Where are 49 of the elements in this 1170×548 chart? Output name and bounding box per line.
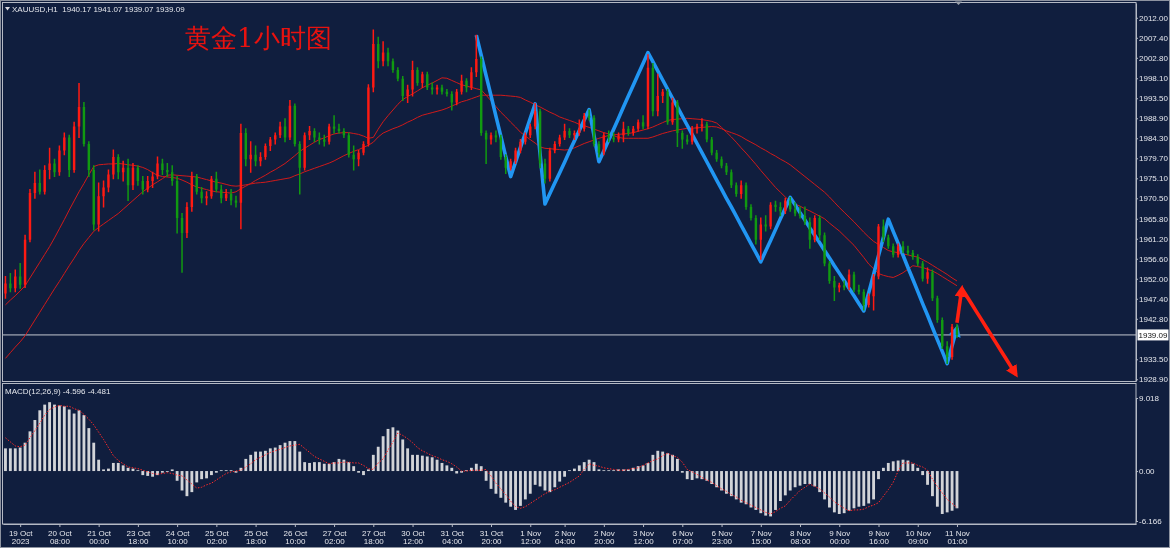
y-tick-label: 1947.40 — [1139, 294, 1169, 304]
x-tick-label: 1 Nov 12:00 — [520, 529, 542, 547]
x-tick-label: 25 Oct 02:00 — [205, 529, 230, 547]
y-tick-label: 0.00 — [1139, 467, 1156, 477]
x-tick-label: 26 Oct 10:00 — [283, 529, 308, 547]
x-tick-label: 3 Nov 12:00 — [633, 529, 655, 547]
y-tick-label: 1993.50 — [1139, 94, 1169, 104]
y-tick-label: 1952.00 — [1139, 274, 1169, 284]
x-tick-label: 6 Nov 07:00 — [672, 529, 694, 547]
y-tick-label: 1928.90 — [1139, 375, 1169, 385]
x-tick-label: 2 Nov 20:00 — [593, 529, 615, 547]
x-tick-label: 24 Oct 10:00 — [165, 529, 191, 547]
y-tick-label: 9.018 — [1139, 394, 1160, 404]
y-tick-label: 2007.40 — [1139, 33, 1169, 43]
x-tick-label: 9 Nov 00:00 — [829, 529, 851, 547]
x-tick-label: 25 Oct 18:00 — [244, 529, 269, 547]
x-tick-label: 23 Oct 18:00 — [126, 529, 151, 547]
x-tick-label: 27 Oct 02:00 — [322, 529, 348, 547]
y-tick-label: 1988.90 — [1139, 114, 1169, 124]
y-tick-label: 1942.80 — [1139, 314, 1169, 324]
y-tick-label: 1961.20 — [1139, 234, 1169, 244]
x-tick-label: 20 Oct 08:00 — [48, 529, 73, 547]
x-tick-label: 6 Nov 23:00 — [711, 529, 733, 547]
chart-title: MACD(12,26,9) -4.596 -4.481 — [5, 386, 111, 396]
y-tick-label: 1998.10 — [1139, 74, 1169, 84]
x-tick-label: 11 Nov 01:00 — [945, 529, 970, 547]
x-tick-label: 19 Oct 2023 — [8, 529, 34, 547]
y-tick-label: 1975.10 — [1139, 174, 1169, 184]
y-tick-label: 1979.70 — [1139, 154, 1169, 164]
y-tick-label: -6.166 — [1139, 517, 1163, 527]
x-tick-label: 7 Nov 15:00 — [750, 529, 772, 547]
y-tick-label: 1933.50 — [1139, 355, 1169, 365]
y-tick-label: 1970.50 — [1139, 194, 1169, 204]
x-tick-label: 31 Oct 20:00 — [479, 529, 505, 547]
x-tick-label: 27 Oct 18:00 — [362, 529, 387, 547]
x-tick-label: 31 Oct 04:00 — [440, 529, 465, 547]
y-tick-label: 1956.60 — [1139, 254, 1169, 264]
annotation: XAUUSD,H1 1940.17 1941.07 1939.07 1939.09 — [12, 4, 186, 14]
y-tick-label: 1965.80 — [1139, 214, 1169, 224]
y-tick-label: 1984.30 — [1139, 134, 1169, 144]
y-tick-label: 2002.80 — [1139, 53, 1169, 63]
text: 黄金1小时图 — [185, 23, 332, 53]
x-tick-label: 10 Nov 09:00 — [905, 529, 931, 547]
x-tick-label: 2 Nov 04:00 — [554, 529, 576, 547]
y-tick-label: 2012.00 — [1139, 13, 1169, 23]
x-tick-label: 8 Nov 08:00 — [790, 529, 812, 547]
x-tick-label: 21 Oct 00:00 — [87, 529, 112, 547]
x-tick-label: 9 Nov 16:00 — [868, 529, 890, 547]
x-tick-label: 30 Oct 12:00 — [401, 529, 426, 547]
